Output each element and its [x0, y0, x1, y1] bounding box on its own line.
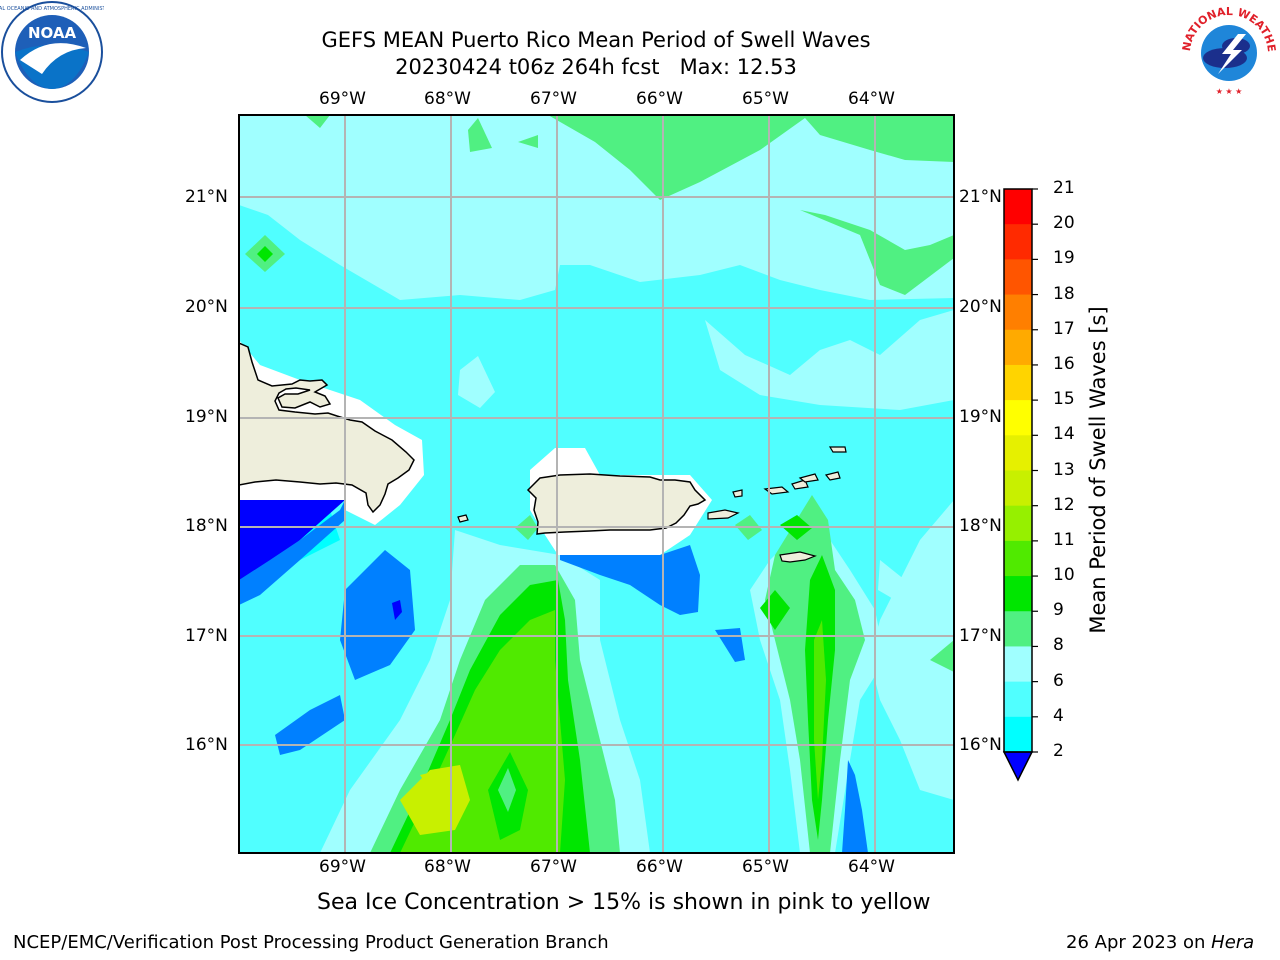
lat-label-left-19n: 19°N — [185, 407, 228, 427]
map-panel — [239, 115, 954, 853]
colorbar-under-arrow — [1002, 751, 1034, 782]
lat-label-left-17n: 17°N — [185, 626, 228, 646]
colorbar-tick-label: 16 — [1053, 353, 1075, 374]
colorbar-segment — [1004, 540, 1032, 577]
st-croix-land — [779, 551, 817, 563]
colorbar-segment — [1004, 189, 1032, 225]
map-gridlines — [239, 115, 954, 853]
lon-label-top-68w: 68°W — [424, 89, 471, 109]
colorbar-tick-label: 11 — [1053, 529, 1075, 550]
chart-subtitle: 20230424 t06z 264h fcst Max: 12.53 — [395, 55, 797, 79]
colorbar-segment — [1004, 400, 1032, 436]
lon-label-top-66w: 66°W — [636, 89, 683, 109]
field-2-4s — [340, 550, 415, 680]
lon-label-top-65w: 65°W — [742, 89, 789, 109]
hispaniola-land — [239, 342, 415, 514]
colorbar-tick-label: 21 — [1053, 178, 1075, 198]
lon-label-top-64w: 64°W — [848, 89, 895, 109]
lon-label-bottom-66w: 66°W — [636, 857, 683, 877]
colorbar-segment — [1004, 681, 1032, 718]
colorbar-segment — [1004, 329, 1032, 366]
colorbar-tick-label: 13 — [1053, 459, 1075, 480]
colorbar-segment — [1004, 716, 1032, 753]
lat-label-left-20n: 20°N — [185, 297, 228, 317]
colorbar-tick-label: 9 — [1053, 600, 1064, 621]
colorbar-segment — [1004, 646, 1032, 683]
colorbar-label: Mean Period of Swell Waves [s] — [1086, 306, 1110, 634]
colorbar-tick-label: 10 — [1053, 565, 1075, 586]
colorbar-tick-label: 18 — [1053, 283, 1075, 304]
colorbar-tick-label: 4 — [1053, 705, 1064, 726]
lat-label-right-16n: 16°N — [959, 735, 1002, 755]
lat-label-right-21n: 21°N — [959, 187, 1002, 207]
colorbar-segment — [1004, 364, 1032, 401]
lat-label-right-17n: 17°N — [959, 626, 1002, 646]
colorbar-tick-label: 15 — [1053, 389, 1075, 410]
svg-text:NATIONAL OCEANIC AND ATMOSPHER: NATIONAL OCEANIC AND ATMOSPHERIC ADMINIS… — [0, 6, 104, 12]
puerto-rico-land — [526, 473, 707, 535]
lon-label-bottom-68w: 68°W — [424, 857, 471, 877]
noaa-logo-text: NOAA — [28, 24, 77, 42]
colorbar-segment — [1004, 224, 1032, 260]
noaa-logo: NOAA NATIONAL OCEANIC AND ATMOSPHERIC AD… — [0, 0, 124, 104]
lat-label-right-19n: 19°N — [959, 407, 1002, 427]
colorbar-segment — [1004, 470, 1032, 507]
lon-label-bottom-67w: 67°W — [530, 857, 577, 877]
lat-label-right-20n: 20°N — [959, 297, 1002, 317]
colorbar-segment — [1004, 435, 1032, 471]
colorbar-segment — [1004, 505, 1032, 542]
lat-label-left-21n: 21°N — [185, 187, 228, 207]
footer-date: 26 Apr 2023 on Hera — [1066, 932, 1255, 953]
nws-logo: NATIONAL WEATHER SERVICE ★ ★ ★ — [1174, 0, 1280, 102]
lon-label-top-69w: 69°W — [319, 89, 366, 109]
lon-label-top-67w: 67°W — [530, 89, 577, 109]
lat-label-left-18n: 18°N — [185, 516, 228, 536]
colorbar-tick-label: 17 — [1053, 318, 1075, 339]
colorbar-tick-label: 2 — [1053, 741, 1064, 761]
lat-label-left-16n: 16°N — [185, 735, 228, 755]
footer-credit: NCEP/EMC/Verification Post Processing Pr… — [13, 932, 609, 953]
colorbar-tick-label: 14 — [1053, 424, 1075, 445]
lat-label-right-18n: 18°N — [959, 516, 1002, 536]
chart-title: GEFS MEAN Puerto Rico Mean Period of Swe… — [321, 28, 871, 52]
field-9-10s-north — [548, 115, 954, 200]
colorbar-segment — [1004, 294, 1032, 331]
colorbar-segment — [1004, 576, 1032, 612]
sea-ice-caption: Sea Ice Concentration > 15% is shown in … — [317, 890, 931, 915]
lon-label-bottom-64w: 64°W — [848, 857, 895, 877]
svg-text:★ ★ ★: ★ ★ ★ — [1216, 87, 1243, 96]
colorbar-segment — [1004, 259, 1032, 296]
footer-host: Hera — [1211, 932, 1255, 953]
colorbar — [1002, 188, 1038, 782]
lon-label-bottom-69w: 69°W — [319, 857, 366, 877]
colorbar-tick-label: 6 — [1053, 670, 1064, 691]
colorbar-tick-label: 19 — [1053, 248, 1075, 269]
colorbar-tick-label: 20 — [1053, 213, 1075, 234]
lon-label-bottom-65w: 65°W — [742, 857, 789, 877]
map-frame — [238, 114, 955, 854]
colorbar-tick-label: 12 — [1053, 494, 1075, 515]
colorbar-segment — [1004, 611, 1032, 647]
colorbar-tick-label: 8 — [1053, 635, 1064, 656]
